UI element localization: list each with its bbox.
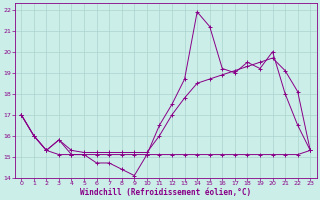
X-axis label: Windchill (Refroidissement éolien,°C): Windchill (Refroidissement éolien,°C) (80, 188, 251, 197)
